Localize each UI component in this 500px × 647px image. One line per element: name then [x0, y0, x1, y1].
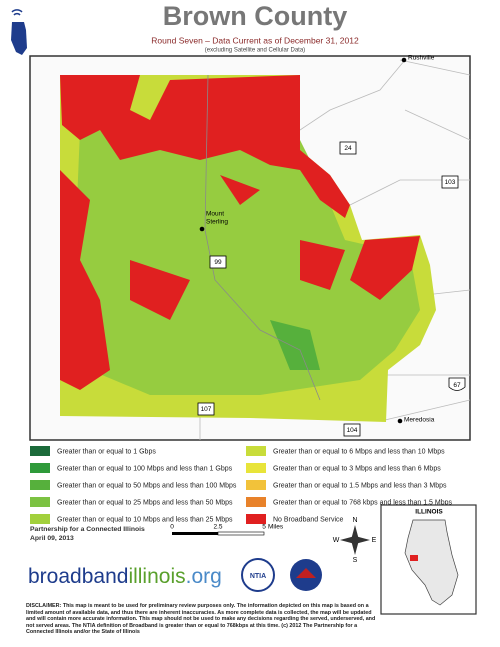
state-icon — [11, 9, 27, 55]
scale-bar — [172, 531, 265, 536]
map — [29, 55, 471, 441]
route-shields: 24 103 99 67 107 104 — [197, 141, 466, 437]
route-number: 24 — [344, 145, 352, 152]
place-label: Rushville — [408, 55, 435, 62]
legend-label: Greater than or equal to 100 Mbps and le… — [57, 465, 233, 472]
route-number: 107 — [201, 406, 212, 413]
legend-swatch — [246, 480, 266, 490]
compass-label: N — [352, 517, 357, 524]
route-number: 104 — [347, 427, 358, 434]
legend-label: Greater than or equal to 10 Mbps and les… — [57, 516, 233, 523]
legend-label: No Broadband Service — [273, 516, 344, 523]
inset-title: ILLINOIS — [415, 509, 443, 516]
legend-swatch — [30, 514, 50, 524]
disclaimer: DISCLAIMER: This map is meant to be used… — [26, 603, 376, 636]
legend-label: Greater than or equal to 768 kbps and le… — [273, 499, 453, 506]
place-label: Mount — [206, 211, 224, 218]
route-number: 103 — [445, 179, 456, 186]
legend-swatch — [246, 497, 266, 507]
legend-label: Greater than or equal to 50 Mbps and les… — [57, 482, 237, 489]
legend-swatch — [246, 463, 266, 473]
scale-unit: Miles — [268, 524, 284, 531]
logo-part: broadband — [28, 565, 128, 588]
legend-label: Greater than or equal to 6 Mbps and less… — [273, 448, 445, 455]
route-shield — [343, 423, 361, 437]
logo-part: illinois — [128, 565, 185, 588]
legend-swatch — [30, 446, 50, 456]
route-shield — [209, 255, 227, 269]
compass-label: S — [353, 557, 358, 564]
partnership: Partnership for a Connected Illinois — [30, 526, 145, 533]
route-number: 99 — [214, 259, 222, 266]
scale-labels: 0 2.5 5 Miles — [170, 524, 284, 531]
logo: broadbandillinois.org — [28, 565, 222, 588]
compass — [340, 525, 370, 555]
legend-swatch — [30, 497, 50, 507]
legend-swatch — [30, 463, 50, 473]
route-number: 67 — [453, 382, 461, 389]
legend-swatch — [246, 514, 266, 524]
legend-swatch — [246, 446, 266, 456]
legend-label: Greater than or equal to 3 Mbps and less… — [273, 465, 441, 472]
compass-label: W — [333, 537, 340, 544]
subtitle-note: (excluding Satellite and Cellular Data) — [205, 48, 305, 54]
scale-tick-label: 0 — [170, 524, 174, 531]
compass-labels: N E S W — [333, 517, 377, 564]
legend-label: Greater than or equal to 25 Mbps and les… — [57, 499, 233, 506]
legend: Greater than or equal to 1 Gbps Greater t… — [30, 446, 453, 524]
legend-swatch — [30, 480, 50, 490]
legend-label: Greater than or equal to 1.5 Mbps and le… — [273, 482, 447, 489]
compass-label: E — [372, 537, 377, 544]
subtitle: Round Seven – Data Current as of Decembe… — [151, 35, 359, 45]
inset-map — [380, 504, 477, 615]
route-shield — [339, 141, 357, 155]
agency-logos — [241, 558, 322, 592]
route-shield — [197, 402, 215, 416]
place-label: Meredosia — [404, 417, 435, 424]
scale-tick-label: 2.5 — [213, 524, 222, 531]
scale-tick-label: 5 — [262, 524, 266, 531]
route-shield — [441, 175, 459, 189]
logo-part: .org — [186, 565, 222, 588]
interstate-shield — [448, 377, 466, 391]
agency-logo: NTIA — [250, 573, 266, 580]
date: April 09, 2013 — [30, 535, 74, 542]
title: Brown County — [163, 1, 347, 31]
place-label: Sterling — [206, 219, 228, 226]
legend-label: Greater than or equal to 1 Gbps — [57, 448, 156, 455]
